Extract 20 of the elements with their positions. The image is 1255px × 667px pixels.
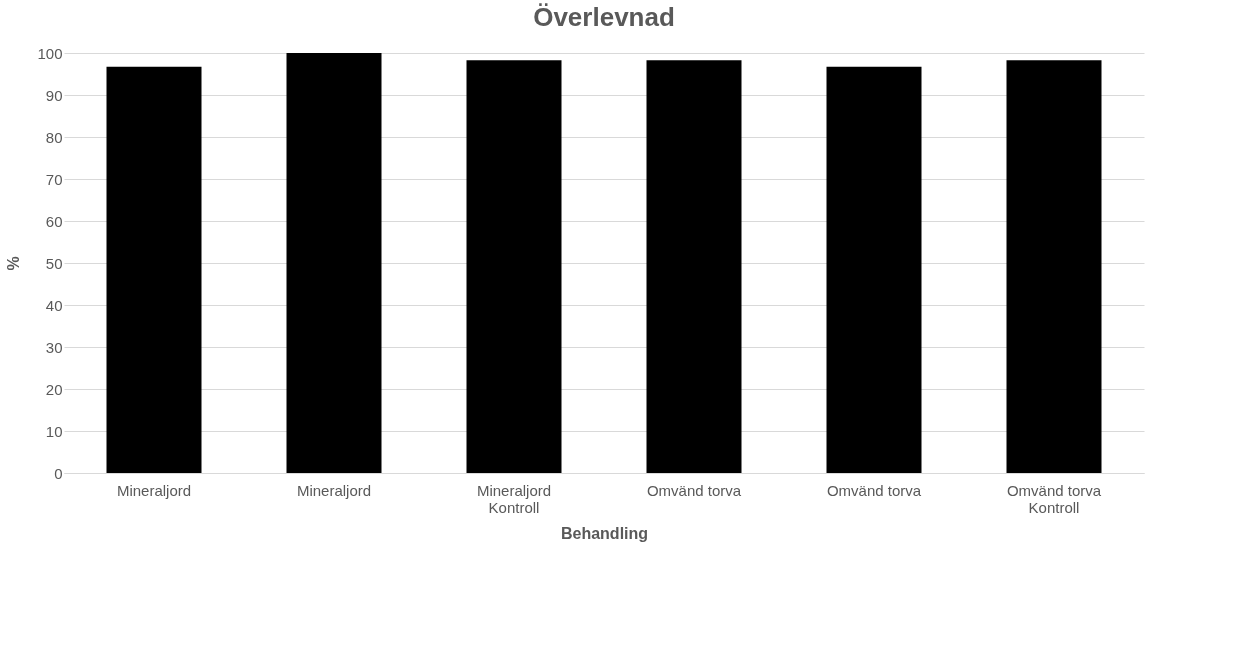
y-tick-label: 80 (45, 128, 63, 146)
x-tick-label: Omvänd torva (646, 481, 742, 499)
y-tick-label: 10 (45, 422, 63, 440)
y-tick-label: 30 (45, 338, 63, 356)
x-tick-label: Mineraljord (116, 481, 192, 499)
y-tick-label: 90 (45, 86, 63, 104)
y-tick-label: 60 (45, 212, 63, 230)
y-tick-label: 40 (45, 296, 63, 314)
x-tick-label: Omvänd torva Kontroll (1006, 481, 1102, 516)
y-tick-label: 70 (45, 170, 63, 188)
y-tick-label: 0 (54, 464, 63, 482)
y-tick-label: 50 (45, 254, 63, 272)
y-axis-title: % (5, 256, 23, 271)
x-axis-title: Behandling (560, 524, 649, 542)
chart-title: Överlevnad (533, 2, 675, 32)
y-tick-label: 20 (45, 380, 63, 398)
x-tick-label: Mineraljord (296, 481, 372, 499)
x-tick-label: Omvänd torva (826, 481, 922, 499)
x-tick-label: Mineraljord Kontroll (476, 481, 552, 516)
y-tick-label: 100 (37, 44, 63, 62)
